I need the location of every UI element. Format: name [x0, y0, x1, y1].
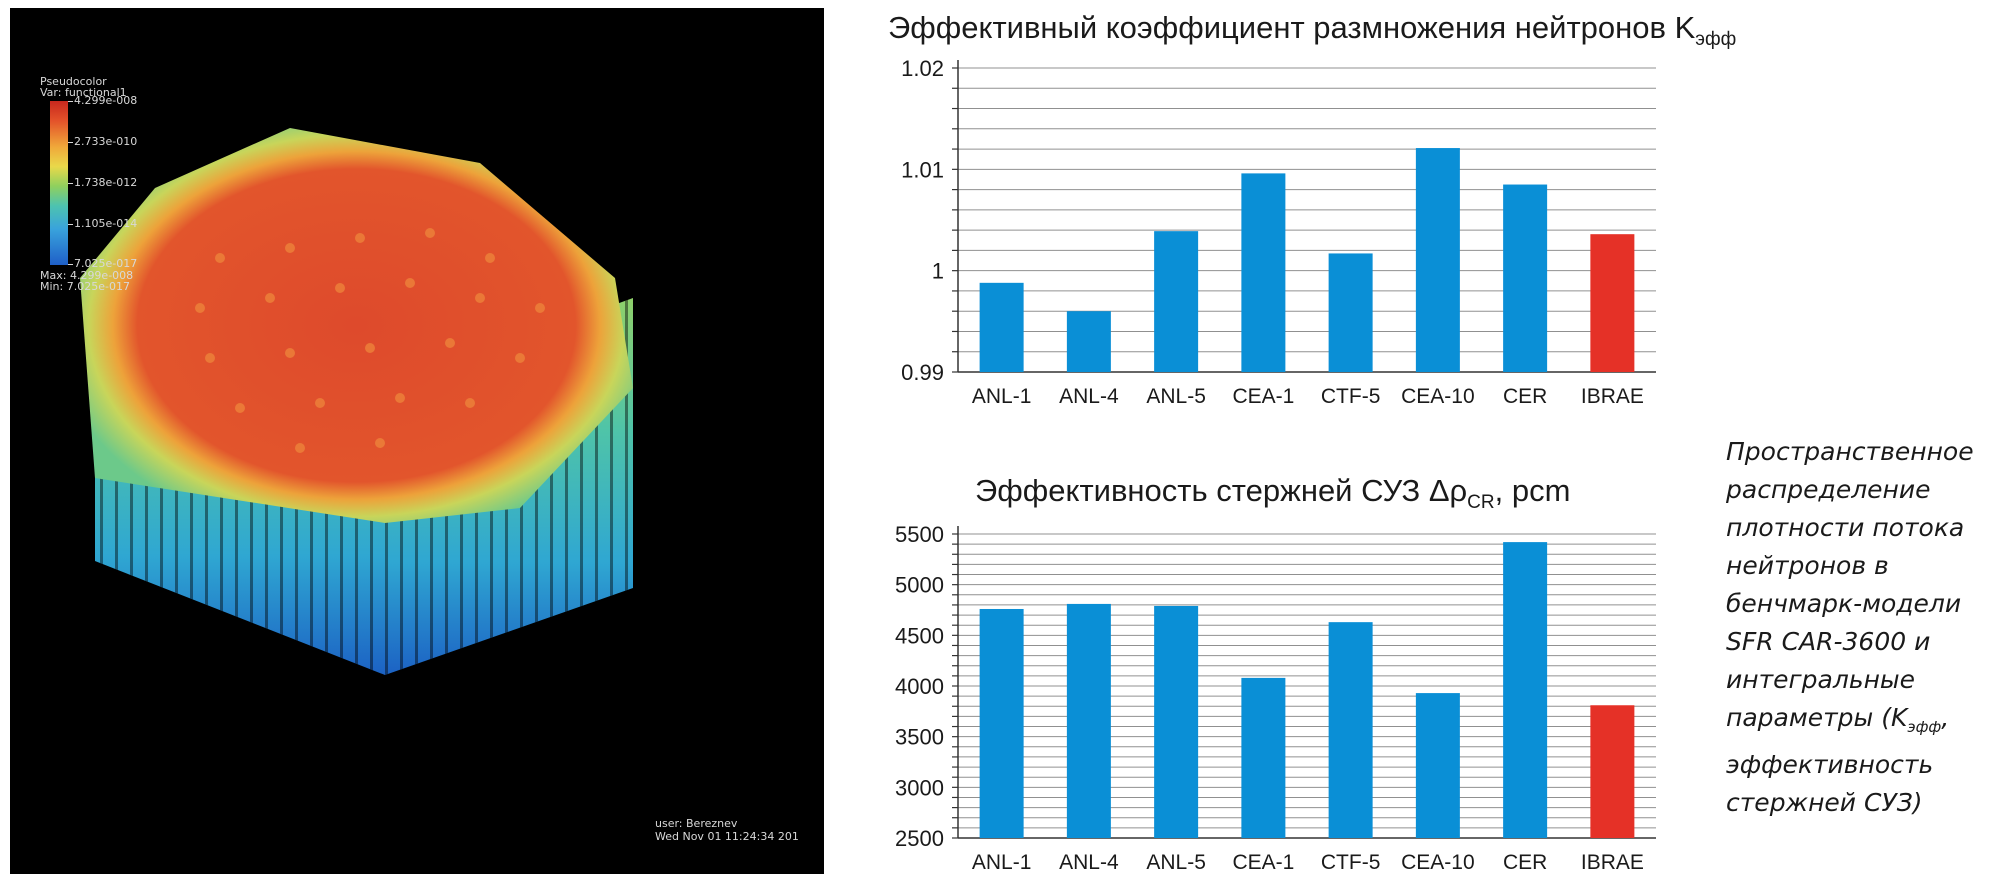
date-label: Wed Nov 01 11:24:34 201 [655, 830, 799, 843]
bar-cer [1503, 542, 1548, 838]
bar-cer [1503, 184, 1548, 372]
x-tick-label: ANL-4 [1059, 851, 1119, 874]
y-tick-label: 2500 [895, 826, 944, 851]
bar-cea-10 [1415, 148, 1460, 372]
colorbar [50, 101, 68, 265]
colorbar-tick-mark [68, 142, 73, 143]
fuel-assembly-spots [195, 228, 545, 453]
y-tick-label: 5500 [895, 522, 944, 547]
figure-caption: Пространственное распределение плотности… [1726, 433, 1986, 822]
max-label: Max: 4.299e-008 [40, 269, 134, 282]
chart1-title: Эффективный коэффициент размножения нейт… [888, 10, 1736, 51]
caption-text-end: , эффективность стержней СУЗ) [1726, 703, 1950, 817]
colorbar-tick-mark [68, 264, 73, 265]
bar-ctf-5 [1328, 622, 1373, 838]
caption-sub: эфф [1907, 718, 1942, 736]
y-tick-label: 3000 [895, 775, 944, 800]
x-tick-label: ANL-5 [1146, 385, 1206, 408]
y-tick-label: 5000 [895, 573, 944, 598]
x-tick-label: IBRAE [1581, 385, 1644, 408]
bar-cea-1 [1241, 677, 1286, 838]
colorbar-tick-mark [68, 101, 73, 102]
bar-ibrae [1590, 705, 1635, 838]
caption-text: Пространственное распределение плотности… [1726, 437, 1974, 732]
bar-ctf-5 [1328, 253, 1373, 372]
x-tick-label: CEA-10 [1401, 851, 1475, 874]
legend-title: Pseudocolor [40, 75, 107, 88]
x-tick-label: CEA-10 [1401, 385, 1475, 408]
x-tick-label: CER [1503, 385, 1547, 408]
colorbar-tick-label: 7.025e-017 [74, 257, 138, 270]
x-tick-label: ANL-1 [972, 385, 1032, 408]
bar-anl-1 [979, 282, 1024, 372]
colorbar-tick-mark [68, 183, 73, 184]
min-label: Min: 7.025e-017 [40, 280, 130, 293]
x-tick-label: ANL-5 [1146, 851, 1206, 874]
user-label: user: Bereznev [655, 817, 738, 830]
y-tick-label: 3500 [895, 725, 944, 750]
colorbar-tick-label: 1.738e-012 [74, 176, 138, 189]
y-tick-label: 4500 [895, 623, 944, 648]
y-tick-label: 0.99 [901, 360, 944, 385]
x-tick-label: CTF-5 [1321, 385, 1381, 408]
bar-cea-10 [1415, 693, 1460, 838]
y-tick-label: 1 [932, 259, 944, 284]
x-tick-label: CEA-1 [1232, 385, 1294, 408]
legend-variable: Var: functional1 [40, 86, 127, 99]
bar-cea-1 [1241, 173, 1286, 372]
y-tick-label: 1.01 [901, 157, 944, 182]
chart2-title: Эффективность стержней СУЗ ΔρCR, pcm [975, 473, 1570, 514]
x-tick-label: ANL-1 [972, 851, 1032, 874]
core-top-face [80, 128, 633, 523]
colorbar-tick-label: 1.105e-014 [74, 217, 138, 230]
bar-anl-1 [979, 608, 1024, 838]
colorbar-tick-mark [68, 224, 73, 225]
bar-anl-4 [1066, 311, 1111, 372]
chart2-title-suffix: , pcm [1494, 473, 1571, 508]
bar-ibrae [1590, 234, 1635, 372]
x-tick-label: CER [1503, 851, 1547, 874]
x-tick-label: IBRAE [1581, 851, 1644, 874]
x-tick-label: CTF-5 [1321, 851, 1381, 874]
chart2-title-text: Эффективность стержней СУЗ Δρ [975, 473, 1468, 508]
y-tick-label: 1.02 [901, 56, 944, 81]
x-tick-label: ANL-4 [1059, 385, 1119, 408]
colorbar-tick-label: 4.299e-008 [74, 94, 138, 107]
chart2-title-sub: CR [1467, 492, 1495, 514]
colorbar-tick-label: 2.733e-010 [74, 135, 138, 148]
chart1-title-sub: эфф [1695, 29, 1737, 51]
reactor-core-render [80, 128, 633, 675]
flux-visualization: Pseudocolor Var: functional1 4.299e-008 … [10, 8, 824, 874]
bar-anl-4 [1066, 603, 1111, 838]
y-tick-label: 4000 [895, 674, 944, 699]
bar-anl-5 [1154, 231, 1199, 372]
bar-anl-5 [1154, 605, 1199, 838]
chart1-title-text: Эффективный коэффициент размножения нейт… [888, 10, 1696, 45]
x-tick-label: CEA-1 [1232, 851, 1294, 874]
